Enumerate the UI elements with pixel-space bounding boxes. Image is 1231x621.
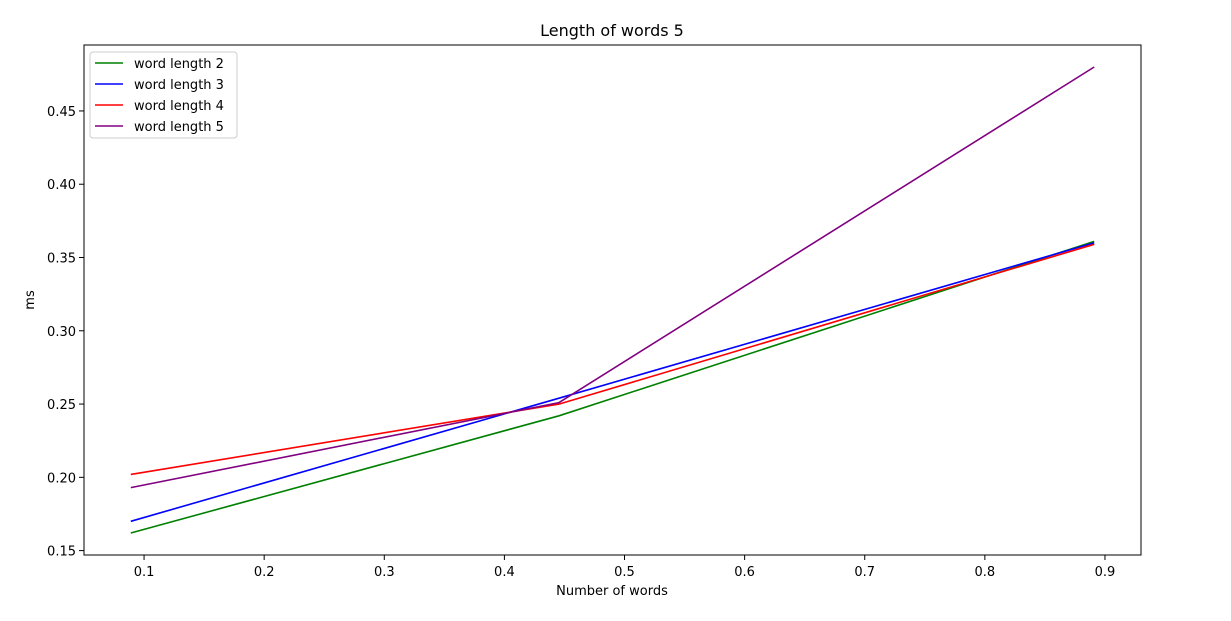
series-line (130, 242, 1095, 523)
legend-label: word length 2 (134, 57, 224, 72)
y-axis-label: ms (23, 290, 38, 310)
x-tick-label: 0.1 (134, 565, 155, 580)
x-tick-label: 0.2 (254, 565, 275, 580)
chart-title: Length of words 5 (540, 21, 684, 40)
y-tick-label: 0.25 (47, 398, 76, 413)
legend-box (89, 51, 238, 139)
series-line (130, 240, 1095, 534)
series-line (130, 243, 1095, 476)
x-tick-label: 0.4 (494, 565, 515, 580)
x-tick-label: 0.8 (975, 565, 996, 580)
x-tick-label: 0.9 (1095, 565, 1116, 580)
legend-label: word length 4 (134, 99, 224, 114)
legend-label: word length 3 (134, 78, 224, 93)
x-tick-label: 0.3 (374, 565, 395, 580)
x-tick-label: 0.5 (614, 565, 635, 580)
plot-area (83, 44, 1142, 556)
y-tick-label: 0.40 (47, 178, 76, 193)
x-tick-label: 0.6 (734, 565, 755, 580)
x-tick-label: 0.7 (854, 565, 875, 580)
y-tick-label: 0.35 (47, 252, 76, 267)
x-axis-ticks: 0.1 0.2 0.3 0.4 0.5 0.6 0.7 0.8 0.9 (134, 555, 1116, 580)
y-tick-label: 0.20 (47, 471, 76, 486)
y-tick-label: 0.45 (47, 105, 76, 120)
legend: word length 2 word length 3 word length 4 w… (89, 51, 238, 139)
y-tick-label: 0.15 (47, 545, 76, 560)
series-lines (130, 66, 1095, 534)
y-axis-ticks: 0.15 0.20 0.25 0.30 0.35 0.40 0.45 (47, 105, 84, 560)
legend-label: word length 5 (134, 120, 224, 135)
y-tick-label: 0.30 (47, 325, 76, 340)
series-line (130, 66, 1095, 489)
x-axis-label: Number of words (556, 584, 668, 599)
